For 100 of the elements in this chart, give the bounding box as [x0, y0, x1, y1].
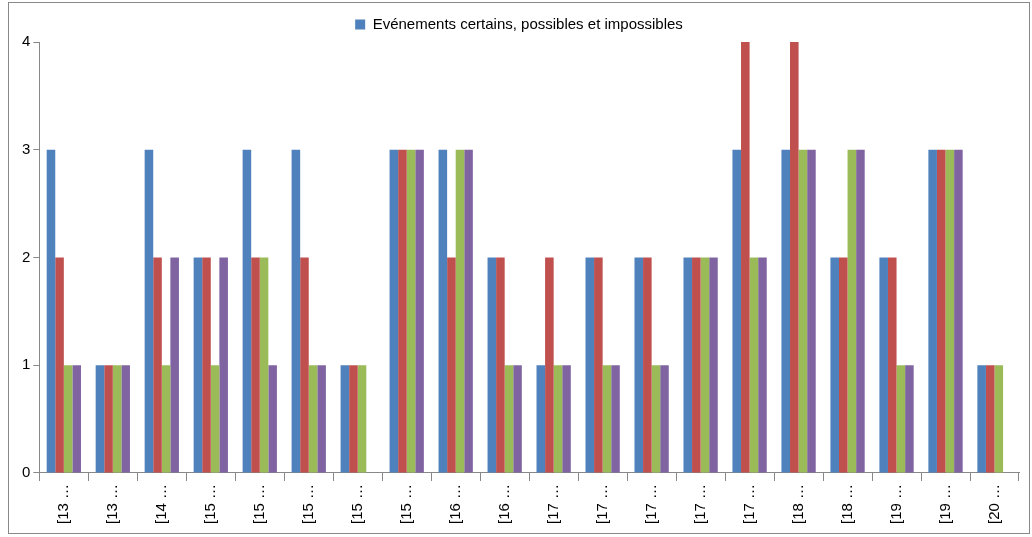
legend-label: Evénements certains, possibles et impossibles — [372, 14, 683, 32]
bar — [536, 365, 546, 473]
bar — [112, 365, 122, 473]
bar — [317, 365, 326, 473]
bar — [847, 149, 857, 473]
bar — [202, 257, 211, 473]
x-tick-label: [15 … — [249, 483, 267, 525]
bar — [896, 365, 906, 473]
x-tick-label: [17 … — [592, 483, 610, 525]
bar — [389, 149, 399, 473]
bar — [994, 365, 1004, 473]
bar — [602, 365, 612, 473]
bar — [340, 365, 350, 473]
x-tick-label: [15 … — [298, 483, 316, 525]
bar — [749, 257, 759, 473]
x-tick-label: [13 … — [53, 483, 71, 525]
bar — [455, 149, 465, 473]
bar — [700, 257, 710, 473]
x-tick-label: [19 … — [886, 483, 904, 525]
bar — [798, 149, 808, 473]
y-tick-label: 1 — [22, 355, 31, 373]
bar — [398, 149, 407, 473]
bar — [464, 149, 473, 473]
y-tick-label: 2 — [22, 247, 31, 265]
x-tick-label: [19 … — [935, 483, 953, 525]
y-tick-label: 3 — [22, 139, 31, 157]
bar — [406, 149, 416, 473]
y-tick-label: 0 — [22, 463, 31, 481]
bar — [887, 257, 897, 473]
bar — [879, 257, 888, 473]
bar — [268, 365, 277, 473]
bar — [72, 365, 81, 473]
x-tick-label: [15 … — [200, 483, 218, 525]
bar — [308, 365, 318, 473]
bar — [553, 365, 563, 473]
bar — [504, 365, 514, 473]
bar — [487, 257, 497, 473]
bar — [300, 257, 309, 473]
x-tick-label: [15 … — [396, 483, 414, 525]
x-tick-label: [17 … — [690, 483, 708, 525]
bar — [741, 42, 750, 473]
bar — [144, 149, 154, 473]
bar — [732, 149, 742, 473]
bar — [55, 257, 64, 473]
x-tick-label: [14 … — [151, 483, 169, 525]
bar — [928, 149, 937, 473]
bar — [562, 365, 571, 473]
bar — [838, 257, 848, 473]
x-tick-label: [15 … — [347, 483, 365, 525]
bar — [977, 365, 986, 473]
bar — [193, 257, 203, 473]
x-tick-label: [16 … — [445, 483, 463, 525]
bar — [496, 257, 505, 473]
bar — [219, 257, 228, 473]
bar — [781, 149, 791, 473]
bar — [349, 365, 358, 473]
bar — [121, 365, 130, 473]
x-tick-label: [17 … — [543, 483, 561, 525]
bar — [415, 149, 424, 473]
bar — [643, 257, 652, 473]
bar — [790, 42, 799, 473]
bar — [660, 365, 669, 473]
bar — [95, 365, 105, 473]
bar — [683, 257, 693, 473]
bar — [259, 257, 269, 473]
x-tick-label: [18 … — [837, 483, 855, 525]
bar — [161, 365, 171, 473]
bar — [357, 365, 367, 473]
bar — [513, 365, 522, 473]
bar — [945, 149, 955, 473]
bar — [936, 149, 946, 473]
x-tick-label: [16 … — [494, 483, 512, 525]
x-tick-label: [17 … — [739, 483, 757, 525]
bar — [985, 365, 995, 473]
bar — [856, 149, 865, 473]
bar — [210, 365, 220, 473]
bar — [905, 365, 914, 473]
bar — [291, 149, 301, 473]
y-tick-label: 4 — [22, 32, 31, 50]
bar — [104, 365, 113, 473]
bar — [170, 257, 179, 473]
bar — [46, 149, 56, 473]
x-tick-label: [18 … — [788, 483, 806, 525]
bar — [692, 257, 701, 473]
bar — [830, 257, 839, 473]
bar — [651, 365, 661, 473]
bar — [594, 257, 603, 473]
bar — [758, 257, 767, 473]
bar — [954, 149, 963, 473]
x-tick-label: [17 … — [641, 483, 659, 525]
bar — [807, 149, 816, 473]
bar — [251, 257, 260, 473]
bar — [634, 257, 644, 473]
bar — [447, 257, 456, 473]
bar — [153, 257, 162, 473]
bar — [611, 365, 620, 473]
bar — [242, 149, 252, 473]
bar — [585, 257, 595, 473]
bar — [545, 257, 554, 473]
bar — [709, 257, 718, 473]
